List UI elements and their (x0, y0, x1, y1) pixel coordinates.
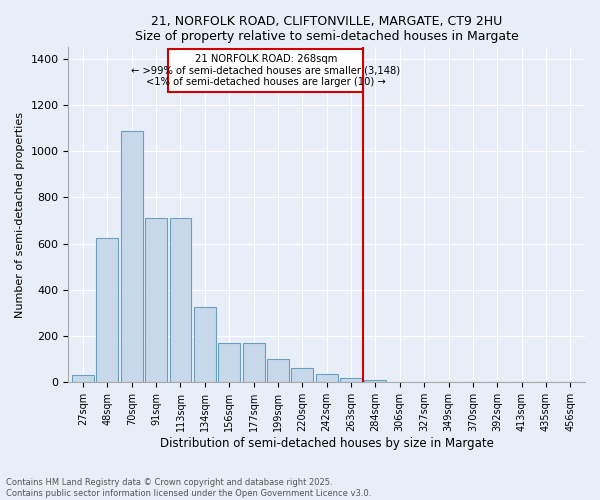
Bar (267, 359, 289, 382)
Title: 21, NORFOLK ROAD, CLIFTONVILLE, MARGATE, CT9 2HU
Size of property relative to se: 21, NORFOLK ROAD, CLIFTONVILLE, MARGATE,… (135, 15, 518, 43)
X-axis label: Distribution of semi-detached houses by size in Margate: Distribution of semi-detached houses by … (160, 437, 494, 450)
Bar (316, 374, 338, 382)
Bar (170, 218, 191, 382)
Bar (97, 238, 118, 382)
Bar (292, 368, 313, 382)
Bar (364, 380, 386, 382)
Text: 21 NORFOLK ROAD: 268sqm
← >99% of semi-detached houses are smaller (3,148)
<1% o: 21 NORFOLK ROAD: 268sqm ← >99% of semi-d… (131, 54, 400, 88)
Bar (242, 343, 265, 382)
Bar (218, 343, 240, 382)
Bar (194, 307, 216, 382)
Bar (72, 376, 94, 382)
Bar (340, 378, 362, 382)
Text: Contains HM Land Registry data © Crown copyright and database right 2025.
Contai: Contains HM Land Registry data © Crown c… (6, 478, 371, 498)
Y-axis label: Number of semi-detached properties: Number of semi-detached properties (15, 112, 25, 318)
Bar (121, 132, 143, 382)
Bar (145, 218, 167, 382)
FancyBboxPatch shape (169, 50, 363, 92)
